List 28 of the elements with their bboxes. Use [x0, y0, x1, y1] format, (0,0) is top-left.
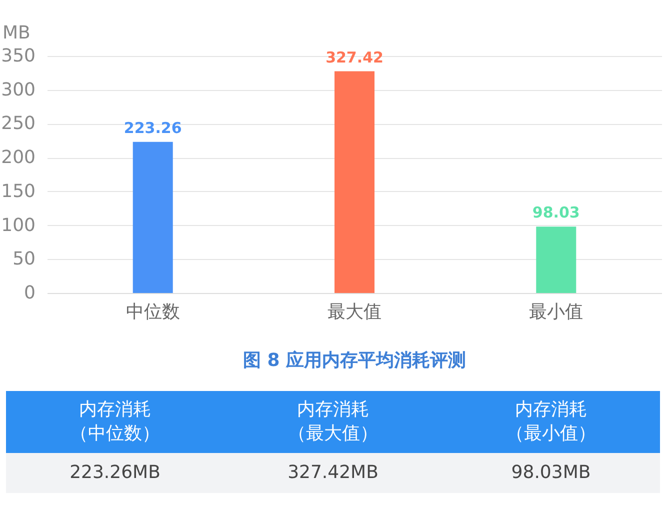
x-tick-label: 最大值 [328, 302, 382, 322]
x-tick-label: 最小值 [529, 302, 584, 322]
text: 327.42MB [288, 462, 378, 483]
text: （中位数） [70, 423, 160, 444]
data-label: 327.42 [326, 48, 384, 66]
y-tick-label: 300 [1, 79, 36, 100]
text: （最小值） [506, 423, 596, 444]
x-tick-label: 中位数 [126, 302, 180, 322]
text: 内存消耗 [297, 399, 369, 420]
y-tick-label: 350 [1, 46, 36, 66]
data-label: 98.03 [532, 204, 580, 222]
text: 图 8 应用内存平均消耗评测 [242, 350, 466, 371]
y-tick-label: 150 [1, 180, 36, 202]
data-label: 223.26 [124, 118, 182, 137]
y-tick-label: 200 [1, 147, 36, 168]
text: 223.26MB [70, 462, 160, 483]
y-axis-title: MB [2, 22, 30, 44]
y-tick-label: 0 [24, 282, 36, 304]
text: （最大值） [288, 423, 378, 444]
bar [536, 226, 576, 293]
text: 98.03MB [511, 462, 591, 483]
bar [334, 71, 374, 293]
bar [132, 142, 173, 293]
y-tick-label: 50 [12, 248, 36, 270]
y-tick-label: 250 [1, 113, 36, 134]
text: 内存消耗 [79, 399, 151, 420]
y-tick-label: 100 [1, 214, 36, 236]
text: 内存消耗 [515, 399, 587, 420]
